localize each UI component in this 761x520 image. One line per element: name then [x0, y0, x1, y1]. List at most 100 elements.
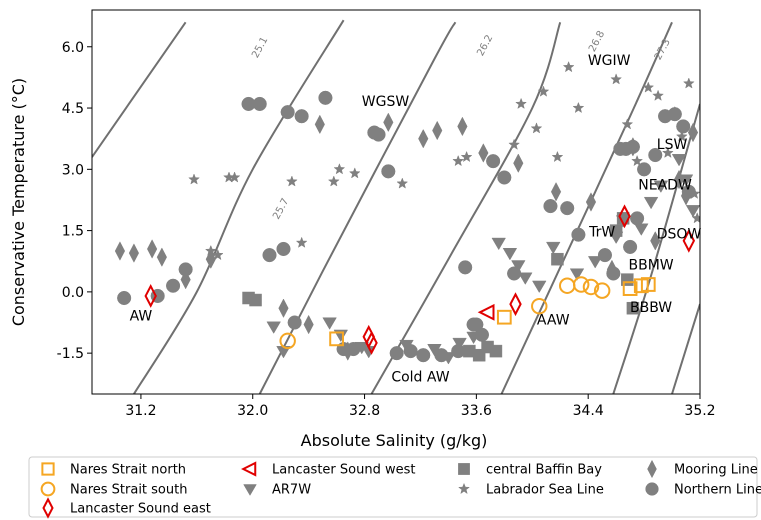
- data-point: [327, 175, 340, 187]
- legend-marker: [40, 481, 56, 497]
- isopycnal-line: [133, 19, 345, 394]
- data-point: [156, 247, 167, 267]
- legend-label: Lancaster Sound east: [70, 502, 211, 517]
- data-point: [551, 150, 564, 163]
- data-point: [587, 256, 603, 269]
- data-point: [623, 239, 638, 254]
- data-point: [518, 272, 533, 285]
- legend-label: Nares Strait north: [70, 463, 186, 478]
- data-point: [511, 260, 526, 273]
- legend-label: Lancaster Sound west: [272, 463, 415, 478]
- legend-marker: [458, 463, 470, 475]
- data-point: [322, 317, 337, 330]
- data-point: [606, 266, 621, 281]
- x-tick-label: 32.0: [237, 403, 268, 419]
- data-point: [551, 252, 564, 266]
- data-point: [661, 146, 674, 158]
- data-point: [513, 153, 524, 173]
- data-point: [685, 205, 700, 218]
- data-point: [329, 331, 344, 347]
- isopycnal-label: 25.7: [271, 197, 291, 222]
- data-point: [652, 89, 664, 101]
- data-point: [687, 122, 699, 143]
- legend-label: Northern Line: [674, 483, 761, 498]
- data-point: [451, 344, 466, 359]
- data-point: [593, 282, 611, 299]
- legend-label: Nares Strait south: [70, 483, 187, 498]
- data-point: [572, 101, 585, 114]
- data-point: [452, 154, 465, 167]
- data-point: [515, 97, 527, 109]
- data-point: [458, 260, 473, 275]
- data-point: [682, 228, 696, 253]
- legend-marker: [647, 459, 657, 479]
- isopycnal-label: 27.3: [653, 37, 673, 62]
- y-tick-label: 6.0: [62, 40, 84, 56]
- data-point: [631, 154, 644, 167]
- legend-marker: [41, 462, 55, 476]
- data-point: [491, 237, 506, 251]
- x-tick-label: 32.8: [349, 403, 380, 419]
- data-point: [346, 342, 361, 357]
- y-tick-label: 0.0: [62, 285, 84, 301]
- data-point: [508, 138, 521, 150]
- legend-label: AR7W: [272, 483, 311, 498]
- data-point: [396, 177, 409, 189]
- data-point: [287, 315, 302, 330]
- data-point: [643, 196, 659, 210]
- data-point: [180, 269, 191, 290]
- data-point: [550, 182, 562, 202]
- data-point: [249, 293, 262, 307]
- data-point: [626, 301, 640, 315]
- data-point: [562, 61, 575, 73]
- data-point: [582, 278, 600, 296]
- water-mass-label: BBBW: [630, 300, 672, 316]
- data-point: [314, 114, 325, 135]
- data-point: [630, 211, 645, 226]
- data-point: [489, 344, 503, 358]
- data-point: [571, 227, 586, 242]
- water-mass-labels: AW WGSW Cold AW AAW WGIW LSW NEADW TrW DSOW BBMW B…: [130, 53, 702, 386]
- data-point: [569, 268, 585, 281]
- x-axis-ticks: 31.2 32.0 32.8 33.6 34.4 35.2: [125, 394, 716, 419]
- x-tick-label: 31.2: [125, 403, 156, 419]
- data-point: [509, 292, 522, 317]
- data-point: [285, 175, 298, 187]
- data-point: [637, 162, 652, 177]
- y-tick-label: 4.5: [62, 101, 84, 117]
- water-mass-label: WGIW: [588, 53, 631, 69]
- data-point: [117, 290, 132, 306]
- data-point: [597, 248, 613, 263]
- data-point: [371, 127, 386, 142]
- data-point: [383, 112, 394, 133]
- data-point: [610, 73, 623, 85]
- data-point: [114, 241, 126, 261]
- data-point: [532, 280, 547, 294]
- data-point: [681, 184, 696, 199]
- data-point: [211, 248, 224, 261]
- data-point: [278, 298, 289, 318]
- x-axis-label: Absolute Salinity (g/kg): [301, 431, 488, 450]
- data-point: [434, 348, 449, 363]
- legend-marker: [42, 497, 54, 519]
- data-point: [558, 277, 576, 294]
- legend-marker: [243, 484, 257, 496]
- water-mass-label: TrW: [588, 225, 615, 241]
- data-point: [303, 314, 314, 335]
- isopycnal-line: [370, 21, 562, 394]
- data-point: [486, 154, 501, 169]
- data-point: [166, 278, 181, 293]
- y-axis-ticks: -1.5 0.0 1.5 3.0 4.5 6.0: [57, 40, 92, 362]
- data-point: [497, 170, 512, 185]
- water-mass-label: NEADW: [638, 178, 692, 194]
- data-point: [543, 199, 558, 214]
- data-point: [144, 284, 157, 308]
- y-tick-label: 3.0: [62, 162, 84, 178]
- isopycnal-line: [612, 103, 700, 394]
- data-point: [585, 192, 597, 212]
- data-point: [365, 330, 378, 355]
- isopycnal-lines: [92, 19, 700, 394]
- data-point: [496, 309, 512, 325]
- water-mass-label: AW: [130, 308, 153, 324]
- data-point: [460, 150, 473, 163]
